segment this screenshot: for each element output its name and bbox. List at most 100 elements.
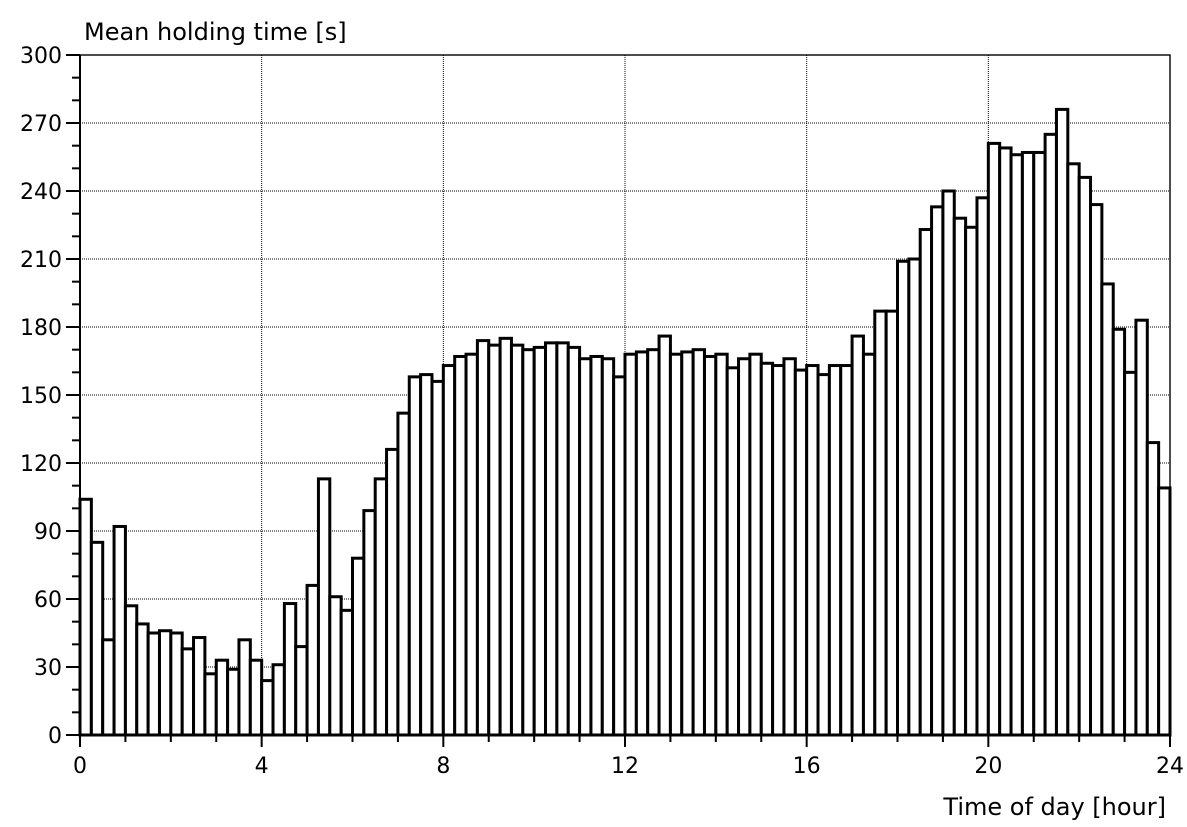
bar [714, 352, 729, 737]
bar [873, 309, 888, 737]
bar [89, 540, 105, 737]
bar [861, 352, 877, 737]
x-tick-label: 24 [1156, 754, 1184, 779]
bar [680, 350, 695, 737]
bar [964, 225, 979, 737]
bar [1009, 153, 1024, 737]
bar [532, 345, 548, 737]
x-tick-label: 0 [73, 754, 87, 779]
bar [918, 228, 934, 737]
bar [907, 257, 922, 737]
bar [725, 366, 741, 737]
bar [339, 608, 355, 737]
bar [566, 345, 582, 737]
bar [282, 602, 298, 737]
bar [509, 343, 525, 737]
bar [135, 622, 150, 737]
bar [351, 556, 366, 737]
bar [578, 357, 593, 737]
bar [657, 334, 672, 737]
bar [737, 357, 752, 737]
bar [430, 379, 445, 737]
bar [1043, 132, 1058, 737]
y-tick-label: 240 [20, 180, 62, 205]
bar [1032, 150, 1047, 737]
bar [1020, 150, 1036, 737]
bar [169, 631, 184, 737]
bar [214, 658, 230, 737]
bar [759, 361, 775, 737]
bar [1123, 370, 1138, 737]
bar [930, 205, 945, 737]
bar [634, 350, 650, 737]
bar [805, 364, 820, 737]
y-tick-label: 210 [20, 248, 62, 273]
bar [316, 477, 332, 737]
x-tick-label: 16 [793, 754, 821, 779]
bar [782, 357, 797, 737]
bar [793, 368, 809, 737]
bar [373, 477, 389, 737]
bar [1134, 318, 1149, 737]
bar [419, 373, 434, 737]
x-tick-label: 8 [436, 754, 450, 779]
bar [1111, 327, 1127, 737]
bar [1054, 107, 1070, 737]
bar [646, 348, 661, 737]
bar [180, 647, 196, 737]
y-tick-label: 120 [20, 452, 62, 477]
bar [702, 354, 718, 737]
bar [271, 663, 286, 737]
x-tick-label: 12 [611, 754, 639, 779]
bar [555, 341, 570, 737]
x-tick-label: 20 [974, 754, 1002, 779]
y-tick-label: 60 [34, 588, 62, 613]
bar [1077, 175, 1093, 737]
bar [623, 352, 638, 737]
bar [521, 348, 536, 737]
bar [748, 352, 763, 737]
bar [192, 636, 207, 737]
bar [884, 309, 899, 737]
bar [453, 354, 468, 737]
y-tick-label: 30 [34, 656, 62, 681]
y-tick-label: 180 [20, 316, 62, 341]
bar [248, 658, 264, 737]
y-tick-label: 300 [20, 44, 62, 69]
bar [328, 595, 343, 737]
bar [589, 354, 604, 737]
bar [498, 336, 513, 737]
bar [305, 583, 320, 737]
bar [1100, 282, 1115, 737]
bar [441, 364, 457, 737]
x-axis-title: Time of day [hour] [942, 793, 1166, 821]
y-tick-label: 150 [20, 384, 62, 409]
bar [226, 667, 241, 737]
bar [407, 375, 423, 737]
bar [691, 348, 706, 737]
bar [986, 141, 1002, 737]
bar [123, 604, 139, 737]
bar [998, 146, 1013, 737]
bar [612, 375, 627, 737]
bar [975, 196, 990, 737]
bar [260, 679, 275, 737]
bar [396, 411, 411, 737]
bar [771, 364, 786, 737]
bar [668, 352, 684, 737]
bar [475, 339, 491, 737]
bar [1066, 162, 1081, 737]
bar [487, 343, 502, 737]
bar [157, 629, 173, 737]
bar [112, 524, 127, 737]
bar [941, 189, 956, 737]
bar [600, 357, 616, 737]
bar [827, 364, 843, 737]
bar [203, 672, 218, 737]
bar [816, 373, 831, 737]
bar [1157, 486, 1172, 737]
labels-layer: 0 30 60 90 120 150 180 210 240 270 300 0 4 8 12 16 20 24 [20, 44, 1184, 779]
bar [101, 638, 116, 737]
bar [78, 497, 93, 737]
